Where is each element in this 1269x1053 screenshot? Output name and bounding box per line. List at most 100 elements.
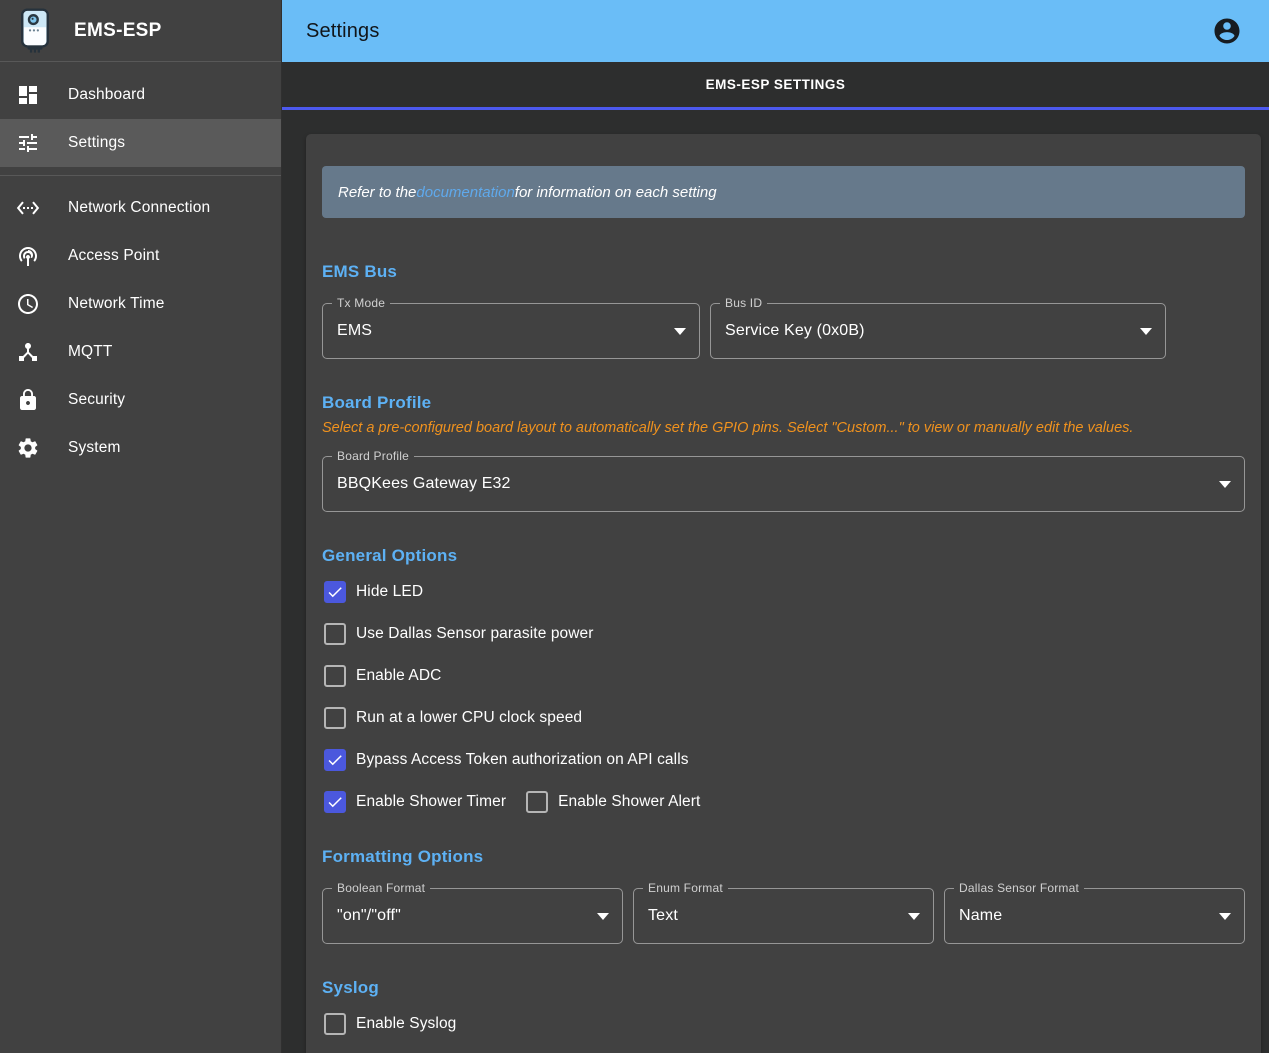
formatting-field-row: Boolean Format "on"/"off" Enum Format Te… <box>322 881 1245 944</box>
checkbox-enable-syslog[interactable] <box>324 1013 346 1035</box>
banner-text-suffix: for information on each setting <box>514 183 717 201</box>
sidebar-item-network-connection[interactable]: Network Connection <box>0 184 281 232</box>
checkbox-row: Hide LED <box>322 581 1245 603</box>
checkbox-label[interactable]: Enable Shower Timer <box>356 793 507 810</box>
select-enum-format[interactable]: Enum Format Text <box>633 881 934 944</box>
checkbox-label[interactable]: Use Dallas Sensor parasite power <box>356 625 594 642</box>
tab-label: EMS-ESP SETTINGS <box>705 77 846 92</box>
ems-bus-field-row: Tx Mode EMS Bus ID Service Key (0x0B) <box>322 296 1245 359</box>
dropdown-arrow-icon <box>1140 328 1152 335</box>
sidebar-nav: Dashboard Settings Network Connection <box>0 62 281 472</box>
select-tx-mode[interactable]: Tx Mode EMS <box>322 296 700 359</box>
select-bus-id[interactable]: Bus ID Service Key (0x0B) <box>710 296 1166 359</box>
sidebar-item-mqtt[interactable]: MQTT <box>0 328 281 376</box>
account-circle-icon[interactable] <box>1207 11 1247 51</box>
sidebar-item-label: Network Connection <box>68 199 211 216</box>
checkbox-bypass-token[interactable] <box>324 749 346 771</box>
settings-form-card: Refer to the documentation for informati… <box>306 134 1261 1053</box>
app-title: EMS-ESP <box>74 19 162 41</box>
wifi-tethering-icon <box>16 244 40 268</box>
field-label: Enum Format <box>643 881 728 895</box>
field-label: Bus ID <box>720 296 768 310</box>
syslog-options-list: Enable Syslog <box>322 1013 1245 1035</box>
tab-ems-esp-settings[interactable]: EMS-ESP SETTINGS <box>282 62 1269 110</box>
ems-esp-boiler-logo-icon <box>16 6 54 56</box>
dashboard-icon <box>16 83 40 107</box>
sidebar-item-label: Settings <box>68 134 126 151</box>
field-value: Text <box>648 907 678 924</box>
section-title-general-options: General Options <box>322 546 458 565</box>
banner-text-prefix: Refer to the <box>338 183 417 201</box>
checkbox-label[interactable]: Run at a lower CPU clock speed <box>356 709 583 726</box>
lock-icon <box>16 388 40 412</box>
device-hub-icon <box>16 340 40 364</box>
checkbox-row: Enable ADC <box>322 665 1245 687</box>
sidebar-header: EMS-ESP <box>0 0 281 62</box>
field-label: Board Profile <box>332 449 414 463</box>
checkbox-label[interactable]: Bypass Access Token authorization on API… <box>356 751 689 768</box>
dropdown-arrow-icon <box>908 913 920 920</box>
checkbox-hide-led[interactable] <box>324 581 346 603</box>
checkbox-lower-cpu-clock[interactable] <box>324 707 346 729</box>
sidebar-item-label: MQTT <box>68 343 113 360</box>
main-area: Settings EMS-ESP SETTINGS Refer to the d… <box>282 0 1269 1053</box>
dropdown-arrow-icon <box>1219 913 1231 920</box>
checkbox-row: Enable Syslog <box>322 1013 1245 1035</box>
sidebar-item-system[interactable]: System <box>0 424 281 472</box>
board-profile-hint: Select a pre-configured board layout to … <box>322 420 1134 436</box>
general-options-list: Hide LED Use Dallas Sensor parasite powe… <box>322 581 1245 813</box>
checkbox-label[interactable]: Enable ADC <box>356 667 442 684</box>
checkbox-row: Use Dallas Sensor parasite power <box>322 623 1245 645</box>
checkbox-label[interactable]: Enable Shower Alert <box>558 793 701 810</box>
checkbox-row: Bypass Access Token authorization on API… <box>322 749 1245 771</box>
select-boolean-format[interactable]: Boolean Format "on"/"off" <box>322 881 623 944</box>
sidebar-item-access-point[interactable]: Access Point <box>0 232 281 280</box>
page-title: Settings <box>306 19 380 42</box>
sidebar-item-network-time[interactable]: Network Time <box>0 280 281 328</box>
field-value: Name <box>959 907 1003 924</box>
checkbox-label[interactable]: Enable Syslog <box>356 1015 457 1032</box>
field-value: EMS <box>337 322 373 339</box>
section-title-ems-bus: EMS Bus <box>322 262 398 281</box>
checkbox-enable-adc[interactable] <box>324 665 346 687</box>
checkbox-dallas-parasite[interactable] <box>324 623 346 645</box>
select-dallas-sensor-format[interactable]: Dallas Sensor Format Name <box>944 881 1245 944</box>
gear-icon <box>16 436 40 460</box>
select-board-profile[interactable]: Board Profile BBQKees Gateway E32 <box>322 449 1245 512</box>
tune-icon <box>16 131 40 155</box>
field-value: "on"/"off" <box>337 907 401 924</box>
checkbox-shower-alert[interactable] <box>526 791 549 813</box>
sidebar-item-label: Access Point <box>68 247 160 264</box>
sidebar-item-label: System <box>68 439 121 456</box>
sidebar-item-dashboard[interactable]: Dashboard <box>0 71 281 119</box>
dropdown-arrow-icon <box>1219 481 1231 488</box>
field-value: Service Key (0x0B) <box>725 322 865 339</box>
dropdown-arrow-icon <box>674 328 686 335</box>
checkbox-row: Run at a lower CPU clock speed <box>322 707 1245 729</box>
sidebar-item-settings[interactable]: Settings <box>0 119 281 167</box>
content-scroll-area[interactable]: Refer to the documentation for informati… <box>282 110 1269 1053</box>
sidebar-item-security[interactable]: Security <box>0 376 281 424</box>
sidebar-divider <box>0 175 281 176</box>
clock-icon <box>16 292 40 316</box>
field-label: Boolean Format <box>332 881 431 895</box>
dropdown-arrow-icon <box>597 913 609 920</box>
section-title-board-profile: Board Profile <box>322 393 432 412</box>
checkbox-row-shower: Enable Shower Timer Enable Shower Alert <box>322 791 1245 813</box>
appbar: Settings <box>282 0 1269 62</box>
field-label: Tx Mode <box>332 296 391 310</box>
sidebar-item-label: Dashboard <box>68 86 146 103</box>
sidebar: EMS-ESP Dashboard Settings Network <box>0 0 282 1053</box>
ethernet-icon <box>16 196 40 220</box>
sidebar-item-label: Network Time <box>68 295 165 312</box>
documentation-link[interactable]: documentation <box>416 183 515 201</box>
field-label: Dallas Sensor Format <box>954 881 1085 895</box>
checkbox-label[interactable]: Hide LED <box>356 583 424 600</box>
info-banner: Refer to the documentation for informati… <box>322 166 1245 218</box>
section-title-formatting-options: Formatting Options <box>322 847 484 866</box>
checkbox-shower-timer[interactable] <box>324 791 346 813</box>
field-value: BBQKees Gateway E32 <box>337 475 511 492</box>
section-title-syslog: Syslog <box>322 978 379 997</box>
sidebar-item-label: Security <box>68 391 126 408</box>
